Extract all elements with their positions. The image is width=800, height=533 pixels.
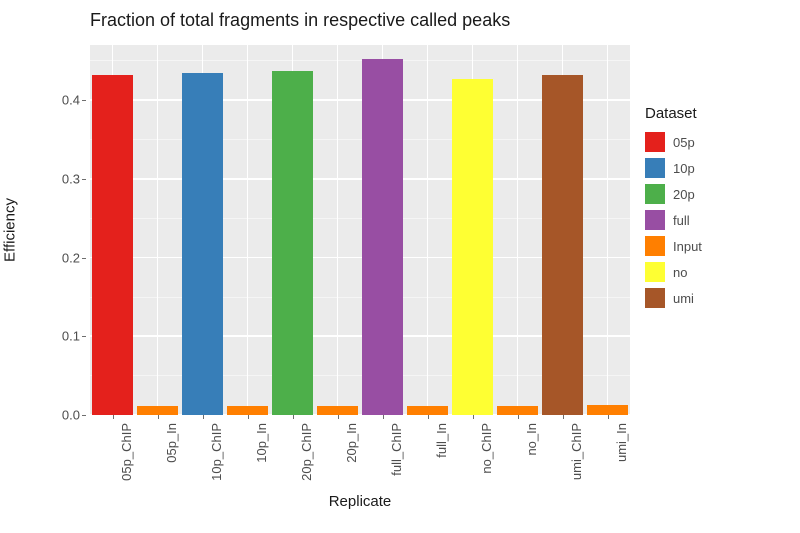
legend-title: Dataset	[645, 105, 785, 122]
bar	[92, 75, 133, 415]
plot-panel	[90, 45, 630, 415]
bar	[362, 59, 403, 415]
legend-label: full	[673, 213, 690, 228]
grid-line-vertical	[337, 45, 339, 415]
x-tick-label: umi_ChIP	[569, 423, 584, 480]
bar	[182, 73, 223, 415]
x-tick-mark	[293, 415, 294, 419]
legend-swatch	[645, 184, 665, 204]
grid-line-horizontal-minor	[90, 60, 630, 61]
grid-line-vertical	[157, 45, 159, 415]
y-tick-label: 0.0	[62, 408, 80, 423]
legend-swatch	[645, 262, 665, 282]
x-tick-label: no_In	[524, 423, 539, 456]
legend-swatch	[645, 158, 665, 178]
grid-line-vertical	[427, 45, 429, 415]
x-tick-mark	[608, 415, 609, 419]
x-axis: Replicate 05p_ChIP 05p_In 10p_ChIP 10p_In 20…	[90, 415, 630, 510]
legend-item: 05p	[645, 132, 785, 152]
chart-title: Fraction of total fragments in respectiv…	[90, 10, 510, 31]
x-tick-label: 20p_In	[344, 423, 359, 463]
y-tick-mark	[82, 336, 86, 337]
x-tick-mark	[473, 415, 474, 419]
bar	[137, 406, 178, 415]
x-tick-label: 10p_ChIP	[209, 423, 224, 481]
legend-label: 10p	[673, 161, 695, 176]
legend: Dataset 05p 10p 20p full Input no umi	[645, 105, 785, 314]
x-tick-mark	[563, 415, 564, 419]
x-tick-label: umi_In	[614, 423, 629, 462]
legend-item: no	[645, 262, 785, 282]
bar	[317, 406, 358, 415]
legend-item: 10p	[645, 158, 785, 178]
bar	[272, 71, 313, 415]
chart-container: Fraction of total fragments in respectiv…	[20, 10, 780, 523]
legend-item: full	[645, 210, 785, 230]
legend-label: Input	[673, 239, 702, 254]
bar	[542, 75, 583, 415]
x-tick-label: full_ChIP	[389, 423, 404, 476]
bar	[452, 79, 493, 415]
legend-item: Input	[645, 236, 785, 256]
x-tick-mark	[248, 415, 249, 419]
y-tick-label: 0.1	[62, 329, 80, 344]
x-tick-mark	[338, 415, 339, 419]
bar	[587, 405, 628, 415]
x-tick-mark	[203, 415, 204, 419]
x-tick-mark	[518, 415, 519, 419]
legend-item: 20p	[645, 184, 785, 204]
y-tick-label: 0.2	[62, 250, 80, 265]
grid-line-vertical	[607, 45, 609, 415]
legend-label: no	[673, 265, 687, 280]
x-tick-mark	[383, 415, 384, 419]
y-tick-mark	[82, 179, 86, 180]
x-tick-mark	[158, 415, 159, 419]
y-tick-label: 0.3	[62, 171, 80, 186]
x-tick-mark	[113, 415, 114, 419]
y-axis-title: Efficiency	[2, 198, 19, 262]
x-tick-label: 05p_ChIP	[119, 423, 134, 481]
legend-swatch	[645, 210, 665, 230]
y-axis: Efficiency 0.00.10.20.30.4	[20, 45, 90, 415]
bar	[407, 406, 448, 415]
x-tick-label: 05p_In	[164, 423, 179, 463]
x-axis-title: Replicate	[329, 493, 392, 510]
x-tick-label: 10p_In	[254, 423, 269, 463]
bar	[497, 406, 538, 415]
grid-line-vertical	[247, 45, 249, 415]
bar	[227, 406, 268, 415]
legend-label: 20p	[673, 187, 695, 202]
legend-swatch	[645, 288, 665, 308]
x-tick-label: full_In	[434, 423, 449, 458]
legend-label: 05p	[673, 135, 695, 150]
legend-item: umi	[645, 288, 785, 308]
x-tick-label: 20p_ChIP	[299, 423, 314, 481]
legend-swatch	[645, 236, 665, 256]
y-tick-mark	[82, 415, 86, 416]
legend-label: umi	[673, 291, 694, 306]
y-tick-label: 0.4	[62, 93, 80, 108]
y-tick-mark	[82, 100, 86, 101]
x-tick-label: no_ChIP	[479, 423, 494, 474]
legend-swatch	[645, 132, 665, 152]
x-tick-mark	[428, 415, 429, 419]
grid-line-vertical	[517, 45, 519, 415]
y-tick-mark	[82, 258, 86, 259]
